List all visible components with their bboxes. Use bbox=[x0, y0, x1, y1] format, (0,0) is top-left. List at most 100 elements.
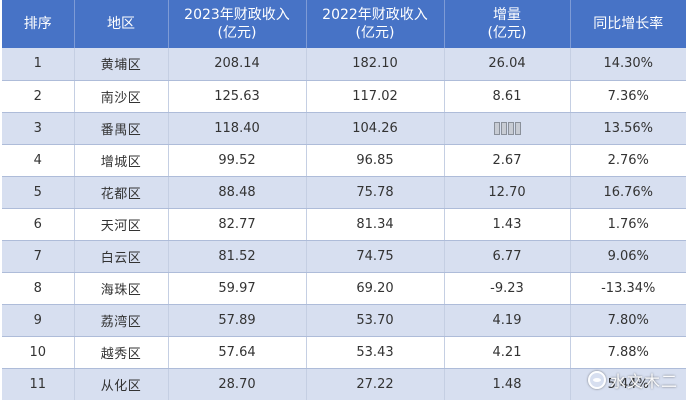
revenue-2023-cell: 208.14 bbox=[167, 48, 306, 81]
table-header: 排序 地区 2023年财政收入 (亿元) 2022年财政收入 (亿元) 增量 (亿元) 同比增长… bbox=[2, 0, 686, 48]
district-cell: 荔湾区 bbox=[73, 304, 168, 337]
header-row: 排序 地区 2023年财政收入 (亿元) 2022年财政收入 (亿元) 增量 (亿元) 同比增长… bbox=[2, 0, 686, 48]
revenue-2022-cell: 69.20 bbox=[305, 272, 444, 305]
watermark-text: 水文木二 bbox=[609, 372, 678, 391]
district-cell: 花都区 bbox=[73, 176, 168, 209]
rank-cell: 2 bbox=[2, 80, 74, 113]
header-revenue-2023: 2023年财政收入 (亿元) bbox=[167, 0, 306, 48]
header-label-line: 增量 bbox=[493, 7, 521, 23]
increase-cell: 1.43 bbox=[443, 208, 570, 241]
district-cell: 天河区 bbox=[73, 208, 168, 241]
table-body: 1 黄埔区 208.14 182.10 26.04 14.30% 2 南沙区 125.63 117… bbox=[2, 48, 686, 400]
district-cell: 南沙区 bbox=[73, 80, 168, 113]
revenue-2022-cell: 117.02 bbox=[305, 80, 444, 113]
header-label-line: 同比增长率 bbox=[593, 16, 664, 32]
table-row: 4 增城区 99.52 96.85 2.67 2.76% bbox=[2, 144, 686, 177]
header-label-line: (亿元) bbox=[487, 25, 527, 41]
revenue-2023-cell: 125.63 bbox=[167, 80, 306, 113]
increase-cell: 2.67 bbox=[443, 144, 570, 177]
increase-cell bbox=[443, 112, 570, 145]
district-cell: 增城区 bbox=[73, 144, 168, 177]
rank-cell: 3 bbox=[2, 112, 74, 145]
table-row: 11 从化区 28.70 27.22 1.48 5.44% bbox=[2, 368, 686, 400]
district-cell: 越秀区 bbox=[73, 336, 168, 369]
revenue-2023-cell: 57.89 bbox=[167, 304, 306, 337]
increase-cell: -9.23 bbox=[443, 272, 570, 305]
header-label-line: 2023年财政收入 bbox=[184, 7, 290, 23]
revenue-2022-cell: 81.34 bbox=[305, 208, 444, 241]
yoy-growth-cell: 1.76% bbox=[569, 208, 686, 241]
district-cell: 从化区 bbox=[73, 368, 168, 400]
revenue-2023-cell: 57.64 bbox=[167, 336, 306, 369]
revenue-2022-cell: 182.10 bbox=[305, 48, 444, 81]
district-cell: 番禺区 bbox=[73, 112, 168, 145]
header-label-line: (亿元) bbox=[217, 25, 257, 41]
table-row: 8 海珠区 59.97 69.20 -9.23 -13.34% bbox=[2, 272, 686, 305]
increase-cell: 12.70 bbox=[443, 176, 570, 209]
revenue-2022-cell: 104.26 bbox=[305, 112, 444, 145]
yoy-growth-cell: -13.34% bbox=[569, 272, 686, 305]
watermark: 水文木二 bbox=[587, 368, 678, 392]
table-row: 10 越秀区 57.64 53.43 4.21 7.88% bbox=[2, 336, 686, 369]
table-row: 7 白云区 81.52 74.75 6.77 9.06% bbox=[2, 240, 686, 273]
revenue-2022-cell: 53.43 bbox=[305, 336, 444, 369]
yoy-growth-cell: 7.80% bbox=[569, 304, 686, 337]
rank-cell: 8 bbox=[2, 272, 74, 305]
yoy-growth-cell: 13.56% bbox=[569, 112, 686, 145]
header-label-line: 2022年财政收入 bbox=[322, 7, 428, 23]
revenue-2022-cell: 74.75 bbox=[305, 240, 444, 273]
table-row: 5 花都区 88.48 75.78 12.70 16.76% bbox=[2, 176, 686, 209]
revenue-2023-cell: 88.48 bbox=[167, 176, 306, 209]
yoy-growth-cell: 7.36% bbox=[569, 80, 686, 113]
yoy-growth-cell: 9.06% bbox=[569, 240, 686, 273]
rank-cell: 11 bbox=[29, 376, 47, 392]
table-row: 3 番禺区 118.40 104.26 13.56% bbox=[2, 112, 686, 145]
increase-cell: 4.19 bbox=[443, 304, 570, 337]
header-label-line: 地区 bbox=[107, 16, 135, 32]
increase-cell: 4.21 bbox=[443, 336, 570, 369]
revenue-2023-cell: 81.52 bbox=[167, 240, 306, 273]
header-revenue-2022: 2022年财政收入 (亿元) bbox=[305, 0, 444, 48]
district-cell: 白云区 bbox=[73, 240, 168, 273]
district-cell: 黄埔区 bbox=[73, 48, 168, 81]
rank-cell: 9 bbox=[2, 304, 74, 337]
increase-cell: 1.48 bbox=[443, 368, 570, 400]
obscured-value-icon bbox=[493, 121, 521, 135]
table-row: 1 黄埔区 208.14 182.10 26.04 14.30% bbox=[2, 48, 686, 81]
revenue-2023-cell: 28.70 bbox=[167, 368, 306, 400]
platform-logo-icon bbox=[587, 371, 606, 389]
header-increase: 增量 (亿元) bbox=[443, 0, 570, 48]
rank-cell: 4 bbox=[2, 144, 74, 177]
header-label-line: 排序 bbox=[23, 16, 52, 32]
revenue-2023-cell: 59.97 bbox=[167, 272, 306, 305]
revenue-2023-cell: 82.77 bbox=[167, 208, 306, 241]
revenue-2022-cell: 75.78 bbox=[305, 176, 444, 209]
district-cell: 海珠区 bbox=[73, 272, 168, 305]
increase-cell: 8.61 bbox=[443, 80, 570, 113]
revenue-2022-cell: 96.85 bbox=[305, 144, 444, 177]
revenue-2023-cell: 99.52 bbox=[167, 144, 306, 177]
table-row: 2 南沙区 125.63 117.02 8.61 7.36% bbox=[2, 80, 686, 113]
revenue-2023-cell: 118.40 bbox=[167, 112, 306, 145]
yoy-growth-cell: 7.88% bbox=[569, 336, 686, 369]
yoy-growth-cell: 2.76% bbox=[569, 144, 686, 177]
yoy-growth-cell: 14.30% bbox=[569, 48, 686, 81]
table-row: 6 天河区 82.77 81.34 1.43 1.76% bbox=[2, 208, 686, 241]
header-rank: 排序 bbox=[2, 0, 74, 48]
header-district: 地区 bbox=[73, 0, 168, 48]
rank-cell: 6 bbox=[2, 208, 74, 241]
rank-cell: 5 bbox=[2, 176, 74, 209]
increase-cell: 26.04 bbox=[443, 48, 570, 81]
header-label-line: (亿元) bbox=[355, 25, 395, 41]
increase-cell: 6.77 bbox=[443, 240, 570, 273]
rank-cell: 7 bbox=[2, 240, 74, 273]
rank-cell: 1 bbox=[2, 48, 74, 81]
table-row: 9 荔湾区 57.89 53.70 4.19 7.80% bbox=[2, 304, 686, 337]
yoy-growth-cell: 16.76% bbox=[569, 176, 686, 209]
revenue-2022-cell: 27.22 bbox=[305, 368, 444, 400]
rank-cell: 10 bbox=[2, 336, 74, 369]
header-yoy-growth: 同比增长率 bbox=[569, 0, 686, 48]
revenue-2022-cell: 53.70 bbox=[305, 304, 444, 337]
